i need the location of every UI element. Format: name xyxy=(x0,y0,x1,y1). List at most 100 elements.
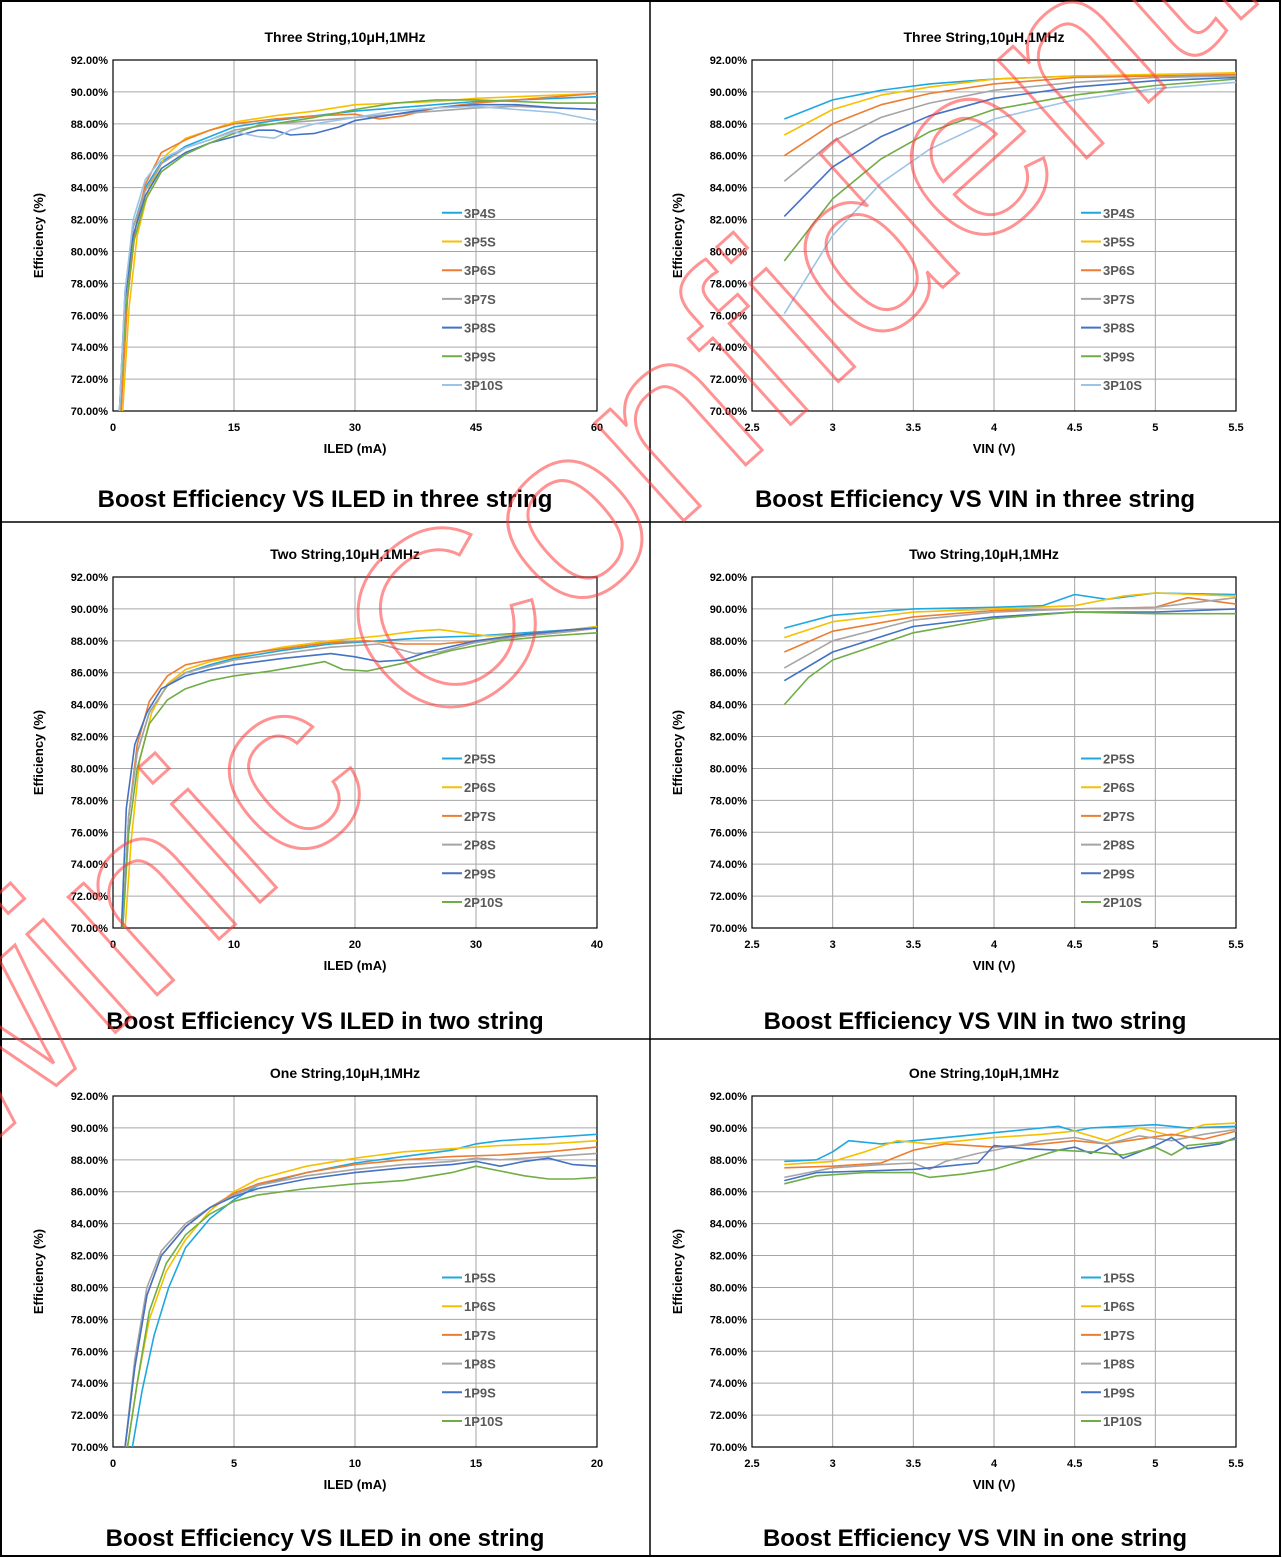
series-line-1P6S xyxy=(126,1139,598,1448)
y-tick-label: 90.00% xyxy=(71,604,109,616)
legend-entry-2P10S: 2P10S xyxy=(464,895,503,910)
series-line-1P9S xyxy=(124,1157,598,1448)
x-tick-label: 2.5 xyxy=(744,939,759,951)
x-tick-label: 0 xyxy=(110,422,116,434)
y-tick-label: 72.00% xyxy=(710,374,748,386)
y-tick-label: 76.00% xyxy=(71,310,109,322)
legend-entry-1P9S: 1P9S xyxy=(464,1385,496,1400)
y-tick-label: 86.00% xyxy=(710,668,748,680)
x-tick-label: 4 xyxy=(991,422,998,434)
x-tick-label: 15 xyxy=(470,1458,482,1470)
figure-caption: Boost Efficiency VS VIN in three string xyxy=(755,486,1195,513)
y-tick-label: 74.00% xyxy=(71,1378,109,1390)
series-line-3P7S xyxy=(783,75,1237,182)
series-line-1P7S xyxy=(784,1130,1237,1169)
legend-entry-2P10S: 2P10S xyxy=(1103,895,1142,910)
y-tick-label: 90.00% xyxy=(710,1123,748,1135)
x-tick-label: 3 xyxy=(830,422,836,434)
y-tick-label: 84.00% xyxy=(710,700,748,712)
y-tick-label: 88.00% xyxy=(71,636,109,648)
y-axis-title: Efficiency (%) xyxy=(31,1229,46,1314)
y-tick-label: 86.00% xyxy=(710,1187,748,1199)
y-tick-label: 92.00% xyxy=(710,55,748,67)
y-tick-label: 70.00% xyxy=(71,1442,109,1454)
y-tick-label: 88.00% xyxy=(71,119,109,131)
chart-4: Two String,10μH,1MHz 70.00% 72.00% 74.00% 76… xyxy=(670,546,1244,973)
figure-caption: Boost Efficiency VS ILED in three string xyxy=(98,486,553,513)
y-tick-label: 88.00% xyxy=(71,1155,109,1167)
legend-entry-2P7S: 2P7S xyxy=(464,809,496,824)
y-tick-label: 88.00% xyxy=(710,119,748,131)
series-line-1P10S xyxy=(784,1138,1237,1185)
y-tick-label: 84.00% xyxy=(710,1219,748,1231)
chart-title: One String,10μH,1MHz xyxy=(909,1065,1059,1081)
x-tick-label: 5.5 xyxy=(1228,939,1243,951)
legend-entry-2P5S: 2P5S xyxy=(1103,752,1135,767)
y-axis-title: Efficiency (%) xyxy=(670,193,685,278)
legend-entry-1P10S: 1P10S xyxy=(1103,1414,1142,1429)
series-line-1P5S xyxy=(784,1123,1237,1163)
y-tick-label: 82.00% xyxy=(71,215,109,227)
series-line-3P6S xyxy=(120,92,598,412)
y-tick-label: 76.00% xyxy=(710,1346,748,1358)
y-tick-label: 70.00% xyxy=(71,406,109,418)
series-line-3P10S xyxy=(783,81,1237,315)
x-tick-label: 2.5 xyxy=(744,422,759,434)
x-axis-title: VIN (V) xyxy=(973,958,1016,973)
legend-entry-3P7S: 3P7S xyxy=(464,292,496,307)
y-tick-label: 92.00% xyxy=(71,1091,109,1103)
figure-caption: Boost Efficiency VS VIN in one string xyxy=(763,1525,1187,1552)
x-axis-title: VIN (V) xyxy=(973,1477,1016,1492)
x-tick-label: 3.5 xyxy=(906,422,921,434)
y-tick-label: 76.00% xyxy=(710,310,748,322)
plot-area-border xyxy=(751,1095,1237,1448)
x-tick-label: 2.5 xyxy=(744,1458,759,1470)
series-line-2P6S xyxy=(784,592,1237,639)
series-line-3P9S xyxy=(118,99,597,412)
y-tick-label: 92.00% xyxy=(710,1091,748,1103)
y-tick-label: 92.00% xyxy=(71,572,109,584)
x-tick-label: 0 xyxy=(110,1458,116,1470)
x-tick-label: 15 xyxy=(228,422,240,434)
y-tick-label: 82.00% xyxy=(710,732,748,744)
chart-title: One String,10μH,1MHz xyxy=(270,1065,420,1081)
y-tick-label: 88.00% xyxy=(710,636,748,648)
series-line-2P9S xyxy=(120,627,598,929)
figure-caption: Boost Efficiency VS ILED in two string xyxy=(106,1008,543,1035)
y-tick-label: 86.00% xyxy=(71,1187,109,1199)
y-tick-label: 70.00% xyxy=(710,1442,748,1454)
legend-entry-3P9S: 3P9S xyxy=(1103,349,1135,364)
x-axis-title: ILED (mA) xyxy=(324,441,387,456)
series-line-1P6S xyxy=(784,1122,1237,1166)
chart-2: Three String,10μH,1MHz 70.00% 72.00% 74.00%… xyxy=(670,29,1244,456)
y-tick-label: 78.00% xyxy=(71,278,109,290)
y-tick-label: 80.00% xyxy=(710,246,748,258)
y-tick-label: 92.00% xyxy=(71,55,109,67)
legend-entry-1P7S: 1P7S xyxy=(464,1328,496,1343)
legend-entry-3P5S: 3P5S xyxy=(464,235,496,250)
series-line-3P5S xyxy=(783,72,1237,136)
legend-entry-1P9S: 1P9S xyxy=(1103,1385,1135,1400)
y-tick-label: 72.00% xyxy=(71,1410,109,1422)
x-tick-label: 5 xyxy=(1152,939,1158,951)
x-tick-label: 30 xyxy=(470,939,482,951)
y-tick-label: 84.00% xyxy=(710,183,748,195)
y-axis-title: Efficiency (%) xyxy=(670,1229,685,1314)
legend-entry-3P5S: 3P5S xyxy=(1103,235,1135,250)
y-tick-label: 82.00% xyxy=(710,1251,748,1263)
x-tick-label: 20 xyxy=(591,1458,603,1470)
series-line-1P10S xyxy=(126,1165,598,1448)
legend-entry-1P5S: 1P5S xyxy=(464,1271,496,1286)
y-tick-label: 80.00% xyxy=(710,1282,748,1294)
legend-entry-2P7S: 2P7S xyxy=(1103,809,1135,824)
y-tick-label: 80.00% xyxy=(71,246,109,258)
y-tick-label: 74.00% xyxy=(710,342,748,354)
series-line-3P6S xyxy=(783,73,1237,157)
chart-5: One String,10μH,1MHz 70.00% 72.00% 74.00% 76… xyxy=(31,1065,603,1492)
series-line-2P6S xyxy=(124,625,598,929)
y-tick-label: 78.00% xyxy=(71,795,109,807)
chart-6: One String,10μH,1MHz 70.00% 72.00% 74.00% 76… xyxy=(670,1065,1244,1492)
y-tick-label: 90.00% xyxy=(710,604,748,616)
x-tick-label: 3.5 xyxy=(906,1458,921,1470)
